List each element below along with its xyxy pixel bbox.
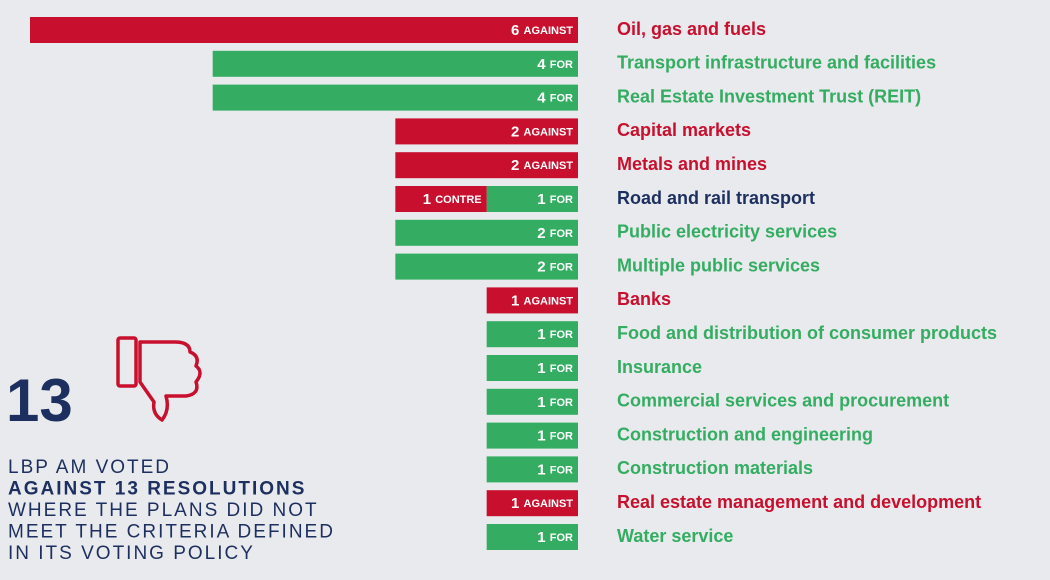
category-label: Banks bbox=[617, 289, 671, 309]
annotation-line: WHERE THE PLANS DID NOT bbox=[8, 500, 319, 521]
category-label: Road and rail transport bbox=[617, 188, 815, 208]
value-label: 1 FOR bbox=[537, 360, 573, 377]
category-label: Construction and engineering bbox=[617, 424, 873, 444]
bar-segment bbox=[486, 186, 578, 212]
value-label: 2 AGAINST bbox=[511, 123, 573, 140]
value-label: 1 CONTRE bbox=[423, 191, 482, 208]
value-label: 1 FOR bbox=[537, 394, 573, 411]
value-label: 2 AGAINST bbox=[511, 157, 573, 174]
bar-segment bbox=[30, 17, 578, 43]
bar-segment bbox=[395, 253, 578, 280]
bar-segment bbox=[486, 355, 578, 381]
value-label: 1 FOR bbox=[537, 191, 573, 208]
value-label: 1 FOR bbox=[537, 428, 573, 445]
category-label: Food and distribution of consumer produc… bbox=[617, 323, 997, 343]
category-label: Multiple public services bbox=[617, 255, 820, 275]
bar-segment bbox=[486, 287, 578, 314]
value-label: 1 FOR bbox=[537, 326, 573, 343]
value-label: 4 FOR bbox=[537, 56, 573, 73]
value-label: 4 FOR bbox=[537, 90, 573, 107]
category-label: Real estate management and development bbox=[617, 492, 981, 512]
total-number: 13 bbox=[6, 367, 73, 434]
category-label: Commercial services and procurement bbox=[617, 391, 949, 411]
bar-segment bbox=[486, 388, 578, 415]
category-label: Water service bbox=[617, 526, 733, 546]
category-label: Metals and mines bbox=[617, 154, 767, 174]
bar-segment bbox=[395, 118, 578, 145]
annotation-line: IN ITS VOTING POLICY bbox=[8, 543, 255, 564]
bar-segment bbox=[486, 490, 578, 517]
annotation-line: MEET THE CRITERIA DEFINED bbox=[8, 522, 335, 543]
category-label: Public electricity services bbox=[617, 222, 837, 242]
bar-segment bbox=[212, 50, 578, 77]
bar-segment bbox=[395, 152, 578, 179]
bar-segment bbox=[486, 321, 578, 348]
bar-segment bbox=[395, 186, 487, 212]
value-label: 2 FOR bbox=[537, 259, 573, 276]
annotation-line: LBP AM VOTED bbox=[8, 457, 171, 478]
bar-segment bbox=[486, 422, 578, 449]
thumbs-down-icon bbox=[116, 336, 202, 422]
value-label: 2 FOR bbox=[537, 225, 573, 242]
category-label: Oil, gas and fuels bbox=[617, 19, 766, 39]
category-label: Real Estate Investment Trust (REIT) bbox=[617, 86, 921, 106]
bar-segment bbox=[486, 524, 578, 550]
annotation-line: AGAINST 13 RESOLUTIONS bbox=[8, 479, 306, 500]
category-label: Capital markets bbox=[617, 120, 751, 140]
category-label: Insurance bbox=[617, 357, 702, 377]
bar-segment bbox=[212, 84, 578, 111]
category-label: Construction materials bbox=[617, 458, 813, 478]
value-label: 6 AGAINST bbox=[511, 22, 573, 39]
bar-segment bbox=[486, 456, 578, 483]
value-label: 1 AGAINST bbox=[511, 495, 573, 512]
category-label: Transport infrastructure and facilities bbox=[617, 53, 936, 73]
value-label: 1 FOR bbox=[537, 529, 573, 546]
value-label: 1 FOR bbox=[537, 461, 573, 478]
bar-segment bbox=[395, 219, 578, 246]
value-label: 1 AGAINST bbox=[511, 292, 573, 309]
